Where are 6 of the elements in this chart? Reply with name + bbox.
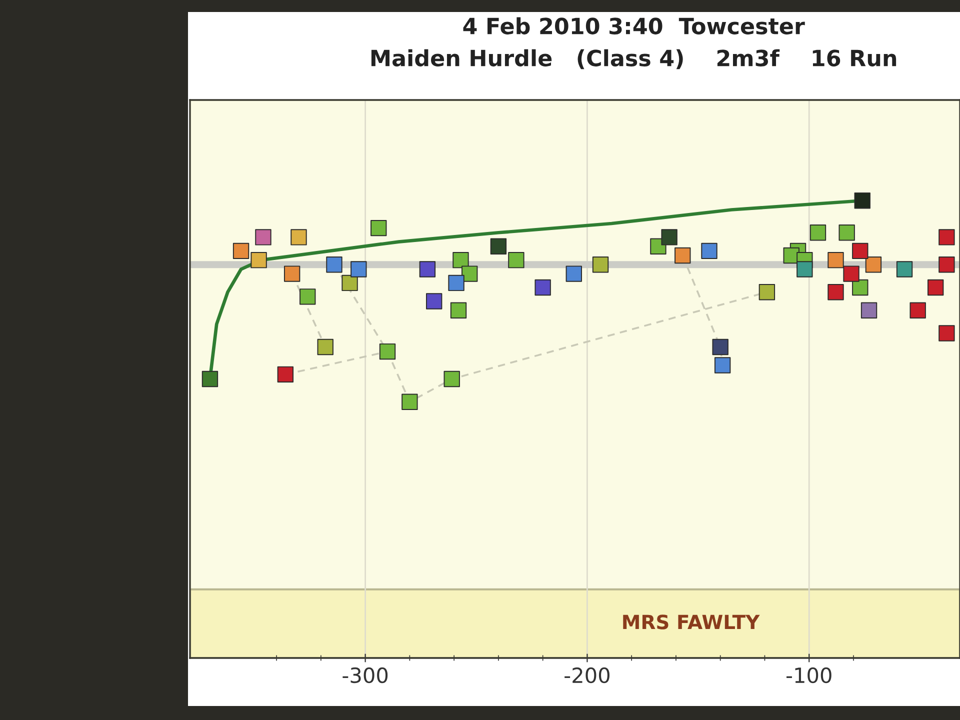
chart-subtitle: Maiden Hurdle (Class 4) 2m3f 16 Run [371,49,896,70]
x-tick-label: -100 [786,667,832,684]
x-tick-label: -200 [564,667,610,684]
x-tick-label: -300 [342,667,388,684]
band-label: MRS FAWLTY [623,614,760,630]
chart-title: 4 Feb 2010 3:40 Towcester [463,17,805,34]
